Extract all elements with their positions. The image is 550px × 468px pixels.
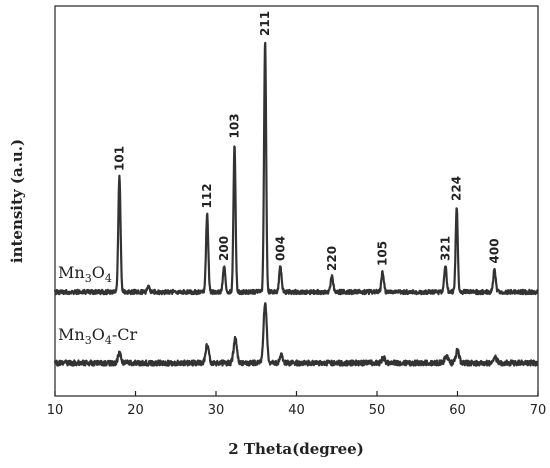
- peak-label: 321: [438, 236, 452, 261]
- peak-label: 220: [325, 246, 339, 271]
- series-line-0: [53, 41, 539, 296]
- x-tick-label: 20: [127, 403, 144, 418]
- peak-label: 400: [488, 238, 502, 263]
- series-label-mn3o4-cr: Mn3O4-Cr: [58, 325, 137, 347]
- peak-label: 200: [217, 236, 231, 261]
- x-ticks: 10 20 30 40 50 60 70: [47, 391, 547, 418]
- peak-labels: 101 112 200 103 211 004 220 105 321 224 400: [112, 11, 501, 271]
- peak-label: 112: [200, 183, 214, 208]
- x-tick-label: 50: [369, 403, 386, 418]
- series-label-mn3o4: Mn3O4: [58, 263, 112, 285]
- x-tick-label: 70: [530, 403, 547, 418]
- x-tick-label: 40: [288, 403, 305, 418]
- x-tick-label: 60: [449, 403, 466, 418]
- y-axis-title: intensity (a.u.): [8, 139, 26, 263]
- series-line-1: [53, 302, 539, 367]
- peak-label: 211: [258, 11, 272, 36]
- x-tick-label: 30: [208, 403, 225, 418]
- traces: [53, 41, 539, 367]
- peak-label: 105: [376, 241, 390, 266]
- peak-label: 103: [228, 113, 242, 138]
- x-axis-title: 2 Theta(degree): [228, 440, 364, 458]
- peak-label: 101: [112, 146, 126, 171]
- peak-label: 224: [450, 176, 464, 201]
- peak-label: 004: [273, 236, 287, 261]
- x-tick-label: 10: [47, 403, 64, 418]
